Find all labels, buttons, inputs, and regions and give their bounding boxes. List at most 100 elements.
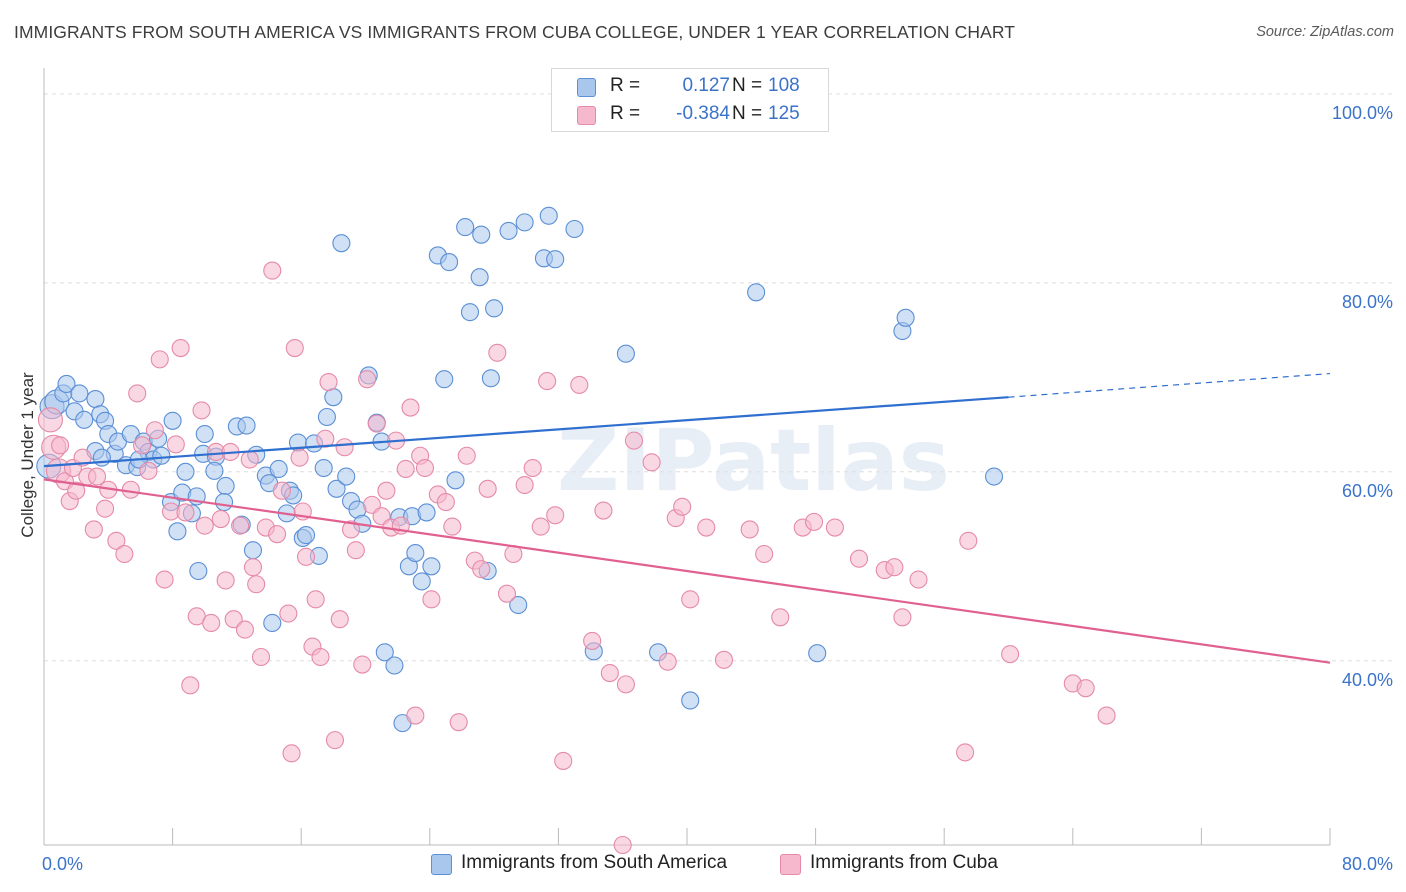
point-cuba (319, 373, 338, 392)
point-south-america (446, 471, 465, 490)
point-south-america (456, 218, 475, 237)
point-south-america (189, 561, 208, 581)
point-cuba (422, 590, 441, 609)
point-cuba (771, 608, 790, 627)
point-cuba (282, 744, 301, 763)
point-cuba (155, 570, 174, 589)
point-cuba (546, 506, 565, 525)
point-south-america (470, 268, 489, 287)
series-cuba-points (37, 261, 1116, 855)
point-south-america (435, 370, 454, 389)
point-cuba (195, 516, 214, 535)
point-south-america (92, 448, 111, 467)
point-cuba (211, 509, 230, 529)
point-cuba (406, 706, 425, 725)
point-cuba (251, 647, 271, 667)
series1-n-value: 108 (768, 75, 800, 96)
x-tick-label: 0.0% (42, 854, 83, 874)
point-south-america (472, 225, 491, 244)
point-cuba (740, 520, 759, 539)
point-cuba (396, 459, 415, 479)
point-cuba (353, 655, 372, 674)
point-cuba (272, 481, 291, 500)
point-south-america (681, 691, 700, 710)
point-cuba (240, 450, 259, 469)
point-cuba (216, 571, 235, 590)
point-cuba (849, 549, 869, 568)
point-south-america (163, 411, 182, 430)
point-cuba (443, 517, 462, 536)
point-cuba (673, 497, 692, 516)
point-south-america (616, 344, 635, 363)
point-south-america (375, 643, 394, 662)
point-cuba (401, 398, 420, 417)
point-cuba (231, 516, 250, 535)
point-south-america (747, 283, 766, 302)
point-cuba (885, 558, 904, 577)
legend-label-cuba: Immigrants from Cuba (810, 852, 998, 873)
point-cuba (330, 610, 349, 629)
point-cuba (436, 492, 455, 512)
point-cuba (96, 499, 115, 518)
chart-title: IMMIGRANTS FROM SOUTH AMERICA VS IMMIGRA… (14, 22, 1016, 42)
source-label: Source: ZipAtlas.com (1256, 24, 1394, 40)
point-cuba (67, 481, 86, 500)
point-south-america (237, 416, 256, 435)
point-cuba (181, 676, 200, 695)
point-cuba (804, 512, 824, 531)
point-cuba (145, 421, 164, 440)
n-label: N = (732, 103, 763, 124)
point-south-america (176, 462, 195, 481)
point-south-america (216, 476, 235, 496)
point-south-america (808, 644, 827, 663)
point-cuba (909, 570, 928, 589)
point-south-america (269, 459, 288, 479)
tick-labels: 40.0% 60.0% 80.0% 100.0% 0.0% 80.0% (42, 103, 1393, 874)
point-cuba (202, 613, 221, 633)
point-cuba (583, 631, 602, 650)
point-south-america (243, 541, 263, 560)
point-cuba (449, 713, 468, 732)
point-cuba (554, 751, 573, 770)
point-south-america (440, 253, 459, 272)
n-label: N = (732, 75, 763, 96)
point-south-america (422, 557, 441, 576)
trend-line-south-america (43, 396, 1009, 468)
point-cuba (247, 575, 266, 594)
point-cuba (316, 429, 335, 448)
point-cuba (457, 446, 476, 465)
point-cuba (893, 608, 912, 627)
point-cuba (515, 475, 534, 495)
watermark: ZIPatlas (557, 411, 950, 511)
series-south-america-points (36, 71, 1004, 733)
point-south-america (314, 458, 333, 478)
series1-swatch (577, 78, 596, 97)
point-cuba (1097, 706, 1116, 725)
y-axis-label: College, Under 1 year (18, 372, 37, 538)
point-cuba (377, 481, 396, 500)
series1-r-value: 0.127 (682, 75, 730, 96)
point-cuba (594, 501, 613, 520)
point-cuba (279, 604, 298, 623)
point-cuba (570, 375, 589, 394)
point-south-america (205, 461, 224, 480)
point-cuba (658, 652, 677, 671)
point-south-america (332, 234, 351, 253)
point-cuba (171, 338, 190, 358)
point-cuba (296, 547, 316, 566)
point-south-america (539, 206, 558, 225)
point-south-america (509, 595, 528, 615)
point-cuba (335, 438, 354, 457)
y-tick-label: 100.0% (1332, 103, 1393, 123)
point-cuba (367, 414, 386, 433)
legend-swatch-cuba (780, 854, 801, 875)
point-cuba (600, 663, 619, 683)
y-tick-label: 80.0% (1342, 292, 1393, 312)
point-cuba (268, 525, 287, 544)
point-south-america (214, 492, 234, 512)
point-cuba (415, 458, 435, 478)
point-south-america (460, 303, 480, 322)
point-cuba (263, 261, 282, 280)
point-cuba (51, 436, 70, 455)
legend-label-south-america: Immigrants from South America (461, 852, 728, 873)
